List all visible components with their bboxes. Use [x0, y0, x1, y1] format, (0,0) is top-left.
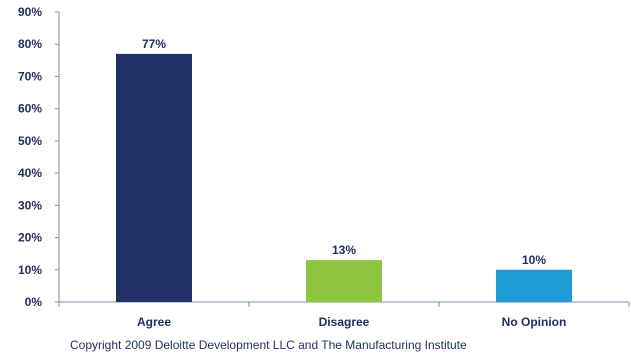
- data-label: 10%: [522, 253, 546, 267]
- category-label: No Opinion: [502, 315, 567, 329]
- y-tick-label: 20%: [18, 231, 42, 245]
- category-labels: Agree Disagree No Opinion: [137, 315, 566, 329]
- x-axis-ticks: [58, 302, 630, 307]
- y-tick-label: 40%: [18, 166, 42, 180]
- y-axis-ticks: 0% 10% 20% 30% 40% 50% 60% 70% 80% 90%: [18, 5, 59, 309]
- category-label: Agree: [137, 315, 171, 329]
- y-tick-label: 60%: [18, 102, 42, 116]
- bars: [116, 53, 572, 303]
- y-tick-label: 10%: [18, 263, 42, 277]
- data-labels: 77% 13% 10%: [142, 37, 546, 267]
- bar-no-opinion: [496, 269, 572, 302]
- data-label: 77%: [142, 37, 166, 51]
- y-tick-label: 70%: [18, 69, 42, 83]
- y-tick-label: 0%: [25, 295, 43, 309]
- data-label: 13%: [332, 243, 356, 257]
- category-label: Disagree: [319, 315, 370, 329]
- bar-agree: [116, 53, 192, 303]
- bar-disagree: [306, 260, 382, 302]
- y-tick-label: 80%: [18, 37, 42, 51]
- y-tick-label: 50%: [18, 134, 42, 148]
- y-tick-label: 90%: [18, 5, 42, 19]
- copyright-text: Copyright 2009 Deloitte Development LLC …: [70, 338, 467, 352]
- y-tick-label: 30%: [18, 198, 42, 212]
